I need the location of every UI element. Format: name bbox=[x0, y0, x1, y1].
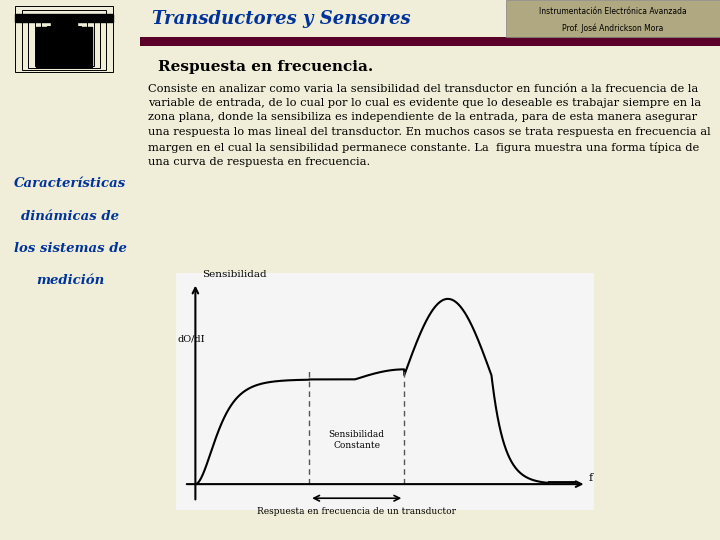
Bar bbox=[36, 28, 92, 66]
Bar bbox=[28, 14, 100, 68]
Text: dO/dI: dO/dI bbox=[177, 335, 204, 343]
Bar bbox=[15, 6, 113, 72]
Bar bbox=[48, 26, 81, 62]
Text: Sensibilidad
Constante: Sensibilidad Constante bbox=[329, 430, 384, 449]
Bar bbox=[140, 37, 720, 46]
Text: Respuesta en frecuencia de un transductor: Respuesta en frecuencia de un transducto… bbox=[257, 507, 456, 516]
Text: Transductores y Sensores: Transductores y Sensores bbox=[152, 10, 410, 28]
Text: Instrumentación Electrónica Avanzada: Instrumentación Electrónica Avanzada bbox=[539, 7, 687, 16]
Bar bbox=[505, 0, 720, 37]
Text: los sistemas de: los sistemas de bbox=[14, 242, 127, 255]
Bar bbox=[41, 22, 87, 64]
Text: Características: Características bbox=[14, 177, 126, 190]
Bar bbox=[15, 14, 113, 22]
Bar bbox=[35, 18, 94, 66]
Text: dinámicas de: dinámicas de bbox=[21, 210, 120, 222]
Text: medición: medición bbox=[36, 274, 104, 287]
Text: Respuesta en frecuencia.: Respuesta en frecuencia. bbox=[158, 60, 373, 73]
Text: Prof. José Andrickson Mora: Prof. José Andrickson Mora bbox=[562, 24, 663, 33]
Bar bbox=[51, 21, 77, 30]
Text: Consiste en analizar como varia la sensibilidad del transductor en función a la : Consiste en analizar como varia la sensi… bbox=[148, 84, 710, 167]
Text: f: f bbox=[588, 473, 593, 483]
Text: Sensibilidad: Sensibilidad bbox=[202, 270, 267, 279]
Bar bbox=[22, 10, 107, 70]
